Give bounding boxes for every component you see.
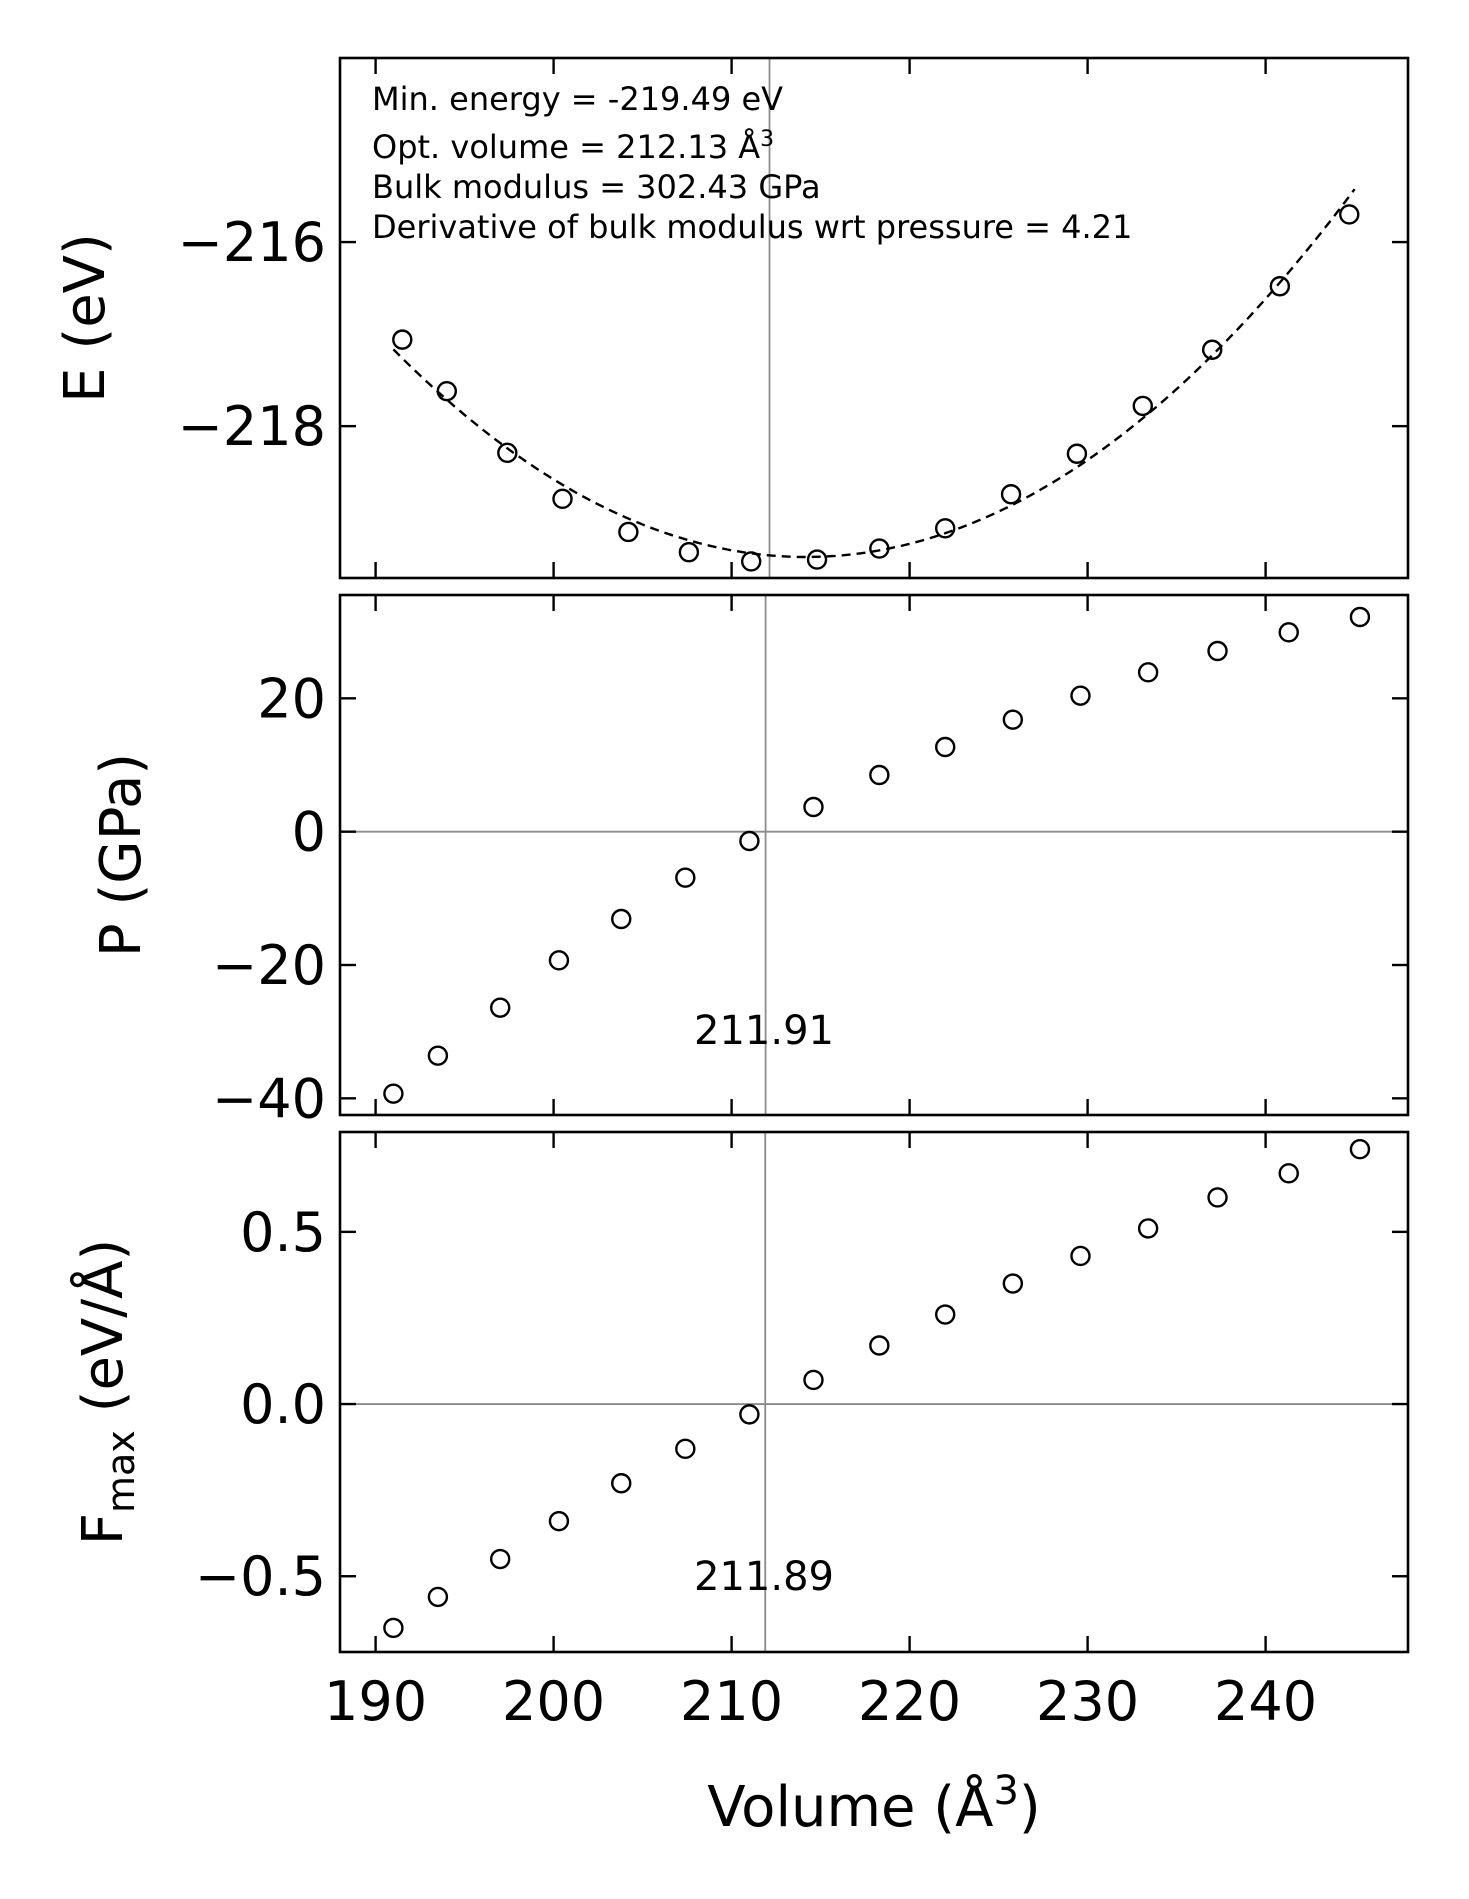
pressure-y-tick-label: 0	[292, 801, 326, 864]
energy-point	[1269, 276, 1291, 297]
pressure-point	[1278, 622, 1299, 643]
energy-point	[869, 538, 890, 559]
force-point	[383, 1617, 404, 1639]
pressure-point	[611, 908, 632, 930]
annotation-opt-volume: Opt. volume = 212.13 Å3	[372, 127, 774, 166]
pressure-y-tick-label: −40	[212, 1067, 326, 1130]
energy-y-axis-label: E (eV)	[53, 233, 118, 403]
energy-panel: −216 −218 Min. energy = -219.49 eV Opt. v…	[53, 56, 1410, 580]
pressure-y-tick-label: −20	[212, 934, 326, 997]
force-point	[548, 1510, 570, 1532]
annotation-min-energy: Min. energy = -219.49 eV	[372, 80, 783, 118]
pressure-point	[675, 867, 696, 888]
pressure-point	[1349, 606, 1371, 628]
x-tick-label: 220	[858, 1670, 961, 1733]
pressure-axes-frame	[338, 593, 1410, 1117]
energy-point	[1000, 484, 1022, 505]
force-y-tick-label: −0.5	[195, 1545, 326, 1608]
energy-point	[806, 549, 828, 570]
pressure-point	[490, 997, 511, 1018]
force-y-axis-label: Fmax (eV/Å)	[70, 1239, 143, 1545]
energy-y-tick-label: −218	[178, 395, 326, 458]
energy-point	[552, 488, 573, 510]
energy-point	[392, 329, 413, 350]
pressure-point	[739, 830, 760, 852]
x-tick-label: 190	[324, 1670, 427, 1733]
energy-fit-curve	[392, 188, 1356, 559]
force-point	[1278, 1163, 1299, 1184]
energy-axes-frame	[338, 56, 1410, 580]
pressure-panel: 20 0 −20 −40 211.91 P (GPa)	[89, 593, 1410, 1130]
energy-point	[1339, 204, 1360, 225]
annotation-bulk-modulus-derivative: Derivative of bulk modulus wrt pressure …	[372, 208, 1132, 246]
pressure-point	[803, 796, 824, 818]
force-y-tick-label: 0.0	[240, 1373, 326, 1436]
force-axes-frame	[338, 1130, 1410, 1654]
pressure-point	[1070, 685, 1091, 706]
force-point	[1137, 1218, 1159, 1239]
energy-ticks: −216 −218	[178, 58, 1408, 578]
force-point	[803, 1369, 824, 1391]
pressure-point	[935, 736, 956, 758]
force-panel: 0.5 0.0 −0.5 190 200 210 220 230 240 211.89 Fmax…	[70, 1130, 1410, 1733]
annotation-bulk-modulus: Bulk modulus = 302.43 GPa	[372, 168, 821, 206]
pressure-ticks: 20 0 −20 −40	[212, 595, 1408, 1130]
x-tick-label: 240	[1214, 1670, 1317, 1733]
pressure-y-axis-label: P (GPa)	[89, 753, 154, 957]
energy-plot-content	[392, 58, 1360, 578]
force-point	[490, 1548, 511, 1570]
pressure-point	[383, 1083, 404, 1104]
energy-point	[1132, 395, 1153, 417]
pressure-point	[1137, 662, 1159, 683]
force-point	[1070, 1245, 1091, 1267]
energy-point	[740, 551, 762, 572]
force-plot-content	[340, 1132, 1408, 1652]
pressure-point	[1207, 640, 1228, 662]
force-point	[1002, 1273, 1024, 1294]
force-point	[935, 1304, 956, 1325]
energy-point	[1066, 443, 1088, 464]
pressure-point	[548, 950, 570, 971]
x-tick-label: 200	[502, 1670, 605, 1733]
force-point	[869, 1335, 890, 1356]
energy-point	[618, 521, 639, 543]
force-y-tick-label: 0.5	[240, 1201, 326, 1264]
force-point	[1207, 1187, 1228, 1208]
pressure-plot-content	[340, 595, 1408, 1115]
energy-point	[436, 380, 457, 402]
pressure-point	[869, 764, 890, 786]
energy-point	[935, 518, 956, 539]
x-tick-label: 230	[1036, 1670, 1139, 1733]
force-point	[675, 1438, 696, 1460]
pressure-point	[427, 1045, 449, 1066]
force-point	[611, 1473, 632, 1494]
energy-point	[497, 442, 518, 464]
force-point	[427, 1586, 449, 1608]
pressure-point	[1002, 709, 1024, 730]
x-axis-label: Volume (Å3)	[707, 1768, 1041, 1840]
force-ticks: 0.5 0.0 −0.5 190 200 210 220 230 240	[195, 1132, 1408, 1733]
force-point	[1349, 1139, 1371, 1160]
force-vline-label: 211.89	[694, 1554, 834, 1600]
pressure-y-tick-label: 20	[257, 667, 326, 730]
energy-y-tick-label: −216	[178, 211, 326, 274]
pressure-vline-label: 211.91	[694, 1008, 834, 1054]
force-point	[739, 1404, 760, 1425]
energy-point	[678, 542, 700, 563]
energy-point	[1201, 339, 1223, 360]
x-tick-label: 210	[680, 1670, 783, 1733]
